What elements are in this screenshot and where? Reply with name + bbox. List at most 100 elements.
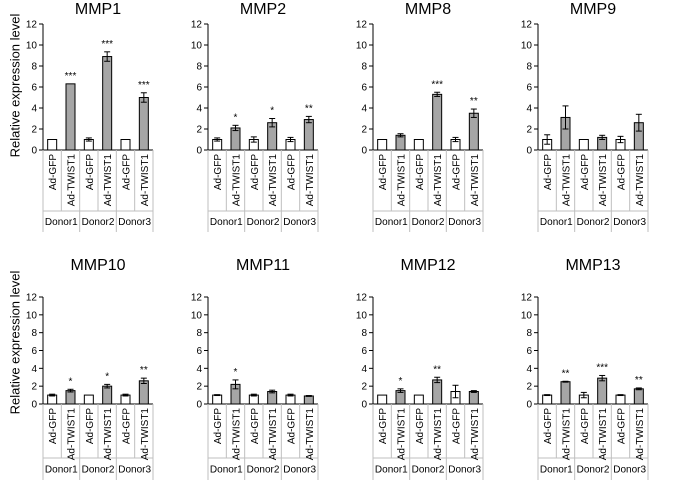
mmp11-bar-1 bbox=[212, 394, 223, 405]
mmp10-category-label: Ad-TWIST1 bbox=[140, 408, 151, 461]
mmp12-group-label: Donor2 bbox=[412, 465, 445, 476]
mmp8-category-label: Ad-TWIST1 bbox=[397, 154, 408, 207]
mmp12-category-label: Ad-TWIST1 bbox=[433, 408, 444, 461]
mmp13-bar-2 bbox=[560, 381, 571, 405]
mmp11-category-label: Ad-GFP bbox=[250, 408, 261, 444]
mmp10-category-label: Ad-TWIST1 bbox=[103, 408, 114, 461]
mmp1-bar-4 bbox=[102, 56, 113, 151]
mmp10-title: MMP10 bbox=[70, 257, 125, 274]
mmp10-bar-2 bbox=[65, 390, 76, 405]
mmp8-group-label: Donor3 bbox=[448, 217, 481, 228]
mmp13-y-tick-label: 10 bbox=[521, 310, 533, 321]
mmp10-y-tick-label: 12 bbox=[26, 293, 38, 304]
mmp8-significance-label: *** bbox=[431, 79, 443, 90]
mmp8-group-label: Donor2 bbox=[412, 217, 445, 228]
mmp12-category-label: Ad-GFP bbox=[452, 408, 463, 444]
mmp2-significance-label: * bbox=[270, 106, 274, 117]
mmp13-significance-label: *** bbox=[596, 362, 608, 373]
mmp10-y-tick-label: 10 bbox=[26, 310, 38, 321]
mmp12-significance-label: ** bbox=[433, 364, 441, 375]
mmp9-group-label: Donor2 bbox=[577, 217, 610, 228]
mmp8-bar-4 bbox=[432, 93, 443, 151]
mmp13-y-tick-label: 4 bbox=[526, 364, 532, 375]
mmp12-y-tick-label: 12 bbox=[356, 293, 368, 304]
mmp13-category-label: Ad-GFP bbox=[580, 408, 591, 444]
mmp2-y-tick-label: 4 bbox=[196, 104, 202, 115]
mmp10-y-tick-label: 0 bbox=[31, 400, 37, 411]
mmp11-y-tick-label: 10 bbox=[191, 310, 203, 321]
mmp9-y-tick-label: 8 bbox=[526, 62, 532, 73]
mmp12-category-label: Ad-TWIST1 bbox=[397, 408, 408, 461]
mmp12-title: MMP12 bbox=[400, 257, 455, 274]
mmp2-group-label: Donor1 bbox=[210, 217, 243, 228]
mmp1-category-label: Ad-TWIST1 bbox=[103, 154, 114, 207]
mmp10-bar-6 bbox=[138, 380, 149, 405]
mmp12-bar-1 bbox=[377, 394, 388, 405]
mmp11-group-label: Donor1 bbox=[210, 465, 243, 476]
mmp13-bar-5 bbox=[615, 394, 626, 405]
mmp8-category-label: Ad-TWIST1 bbox=[433, 154, 444, 207]
mmp1-group-label: Donor1 bbox=[45, 217, 78, 228]
mmp8-y-tick-label: 10 bbox=[356, 41, 368, 52]
mmp1-category-label: Ad-TWIST1 bbox=[67, 154, 78, 207]
mmp2-y-tick-label: 2 bbox=[196, 125, 202, 136]
mmp2-y-tick-label: 10 bbox=[191, 41, 203, 52]
mmp2-category-label: Ad-TWIST1 bbox=[268, 154, 279, 207]
mmp1-y-tick-label: 4 bbox=[31, 104, 37, 115]
mmp8-category-label: Ad-TWIST1 bbox=[470, 154, 481, 207]
mmp10-category-label: Ad-GFP bbox=[48, 408, 59, 444]
mmp8-bar-2 bbox=[395, 134, 406, 151]
mmp8-title: MMP8 bbox=[405, 1, 451, 18]
mmp9-y-tick-label: 4 bbox=[526, 104, 532, 115]
mmp10-significance-label: ** bbox=[140, 365, 148, 376]
mmp1-bar-1 bbox=[47, 139, 58, 151]
mmp12-category-label: Ad-GFP bbox=[415, 408, 426, 444]
mmp11-group-label: Donor3 bbox=[283, 465, 316, 476]
mmp9-y-tick-label: 2 bbox=[526, 125, 532, 136]
mmp13-bar-6 bbox=[633, 388, 644, 405]
mmp8-bar-1 bbox=[377, 139, 388, 151]
mmp1-bar-2 bbox=[65, 83, 76, 151]
mmp13-y-tick-label: 6 bbox=[526, 346, 532, 357]
mmp9-title: MMP9 bbox=[570, 1, 616, 18]
mmp12-y-tick-label: 8 bbox=[361, 328, 367, 339]
mmp2-category-label: Ad-TWIST1 bbox=[305, 154, 316, 207]
mmp11-y-tick-label: 0 bbox=[196, 400, 202, 411]
mmp11-bar-4 bbox=[267, 391, 278, 405]
mmp12-significance-label: * bbox=[399, 376, 403, 387]
mmp12-group-label: Donor1 bbox=[375, 465, 408, 476]
mmp8-group-label: Donor1 bbox=[375, 217, 408, 228]
mmp8-category-label: Ad-GFP bbox=[378, 154, 389, 190]
mmp12-y-tick-label: 2 bbox=[361, 382, 367, 393]
mmp9-category-label: Ad-TWIST1 bbox=[598, 154, 609, 207]
mmp9-category-label: Ad-GFP bbox=[580, 154, 591, 190]
mmp9-group-label: Donor1 bbox=[540, 217, 573, 228]
mmp13-group-label: Donor2 bbox=[577, 465, 610, 476]
mmp10-y-tick-label: 2 bbox=[31, 382, 37, 393]
mmp2-significance-label: * bbox=[234, 112, 238, 123]
mmp13-bar-1 bbox=[542, 394, 553, 405]
mmp2-category-label: Ad-GFP bbox=[287, 154, 298, 190]
mmp9-group-label: Donor3 bbox=[613, 217, 646, 228]
mmp1-category-label: Ad-GFP bbox=[48, 154, 59, 190]
mmp13-y-tick-label: 0 bbox=[526, 400, 532, 411]
mmp11-y-tick-label: 6 bbox=[196, 346, 202, 357]
mmp13-title: MMP13 bbox=[565, 257, 620, 274]
mmp10-group-label: Donor1 bbox=[45, 465, 78, 476]
mmp13-category-label: Ad-TWIST1 bbox=[598, 408, 609, 461]
mmp12-bar-3 bbox=[413, 394, 424, 405]
mmp11-title: MMP11 bbox=[236, 257, 290, 274]
mmp12-y-tick-label: 10 bbox=[356, 310, 368, 321]
mmp2-group-label: Donor2 bbox=[247, 217, 280, 228]
mmp12-bar-4 bbox=[432, 379, 443, 405]
mmp8-y-tick-label: 0 bbox=[361, 146, 367, 157]
mmp1-bar-6 bbox=[138, 97, 149, 151]
mmp13-y-tick-label: 2 bbox=[526, 382, 532, 393]
mmp2-bar-2 bbox=[230, 127, 241, 151]
mmp12-category-label: Ad-GFP bbox=[378, 408, 389, 444]
mmp1-y-tick-label: 2 bbox=[31, 125, 37, 136]
mmp10-significance-label: * bbox=[69, 376, 73, 387]
mmp9-category-label: Ad-TWIST1 bbox=[635, 154, 646, 207]
mmp12-category-label: Ad-TWIST1 bbox=[470, 408, 481, 461]
